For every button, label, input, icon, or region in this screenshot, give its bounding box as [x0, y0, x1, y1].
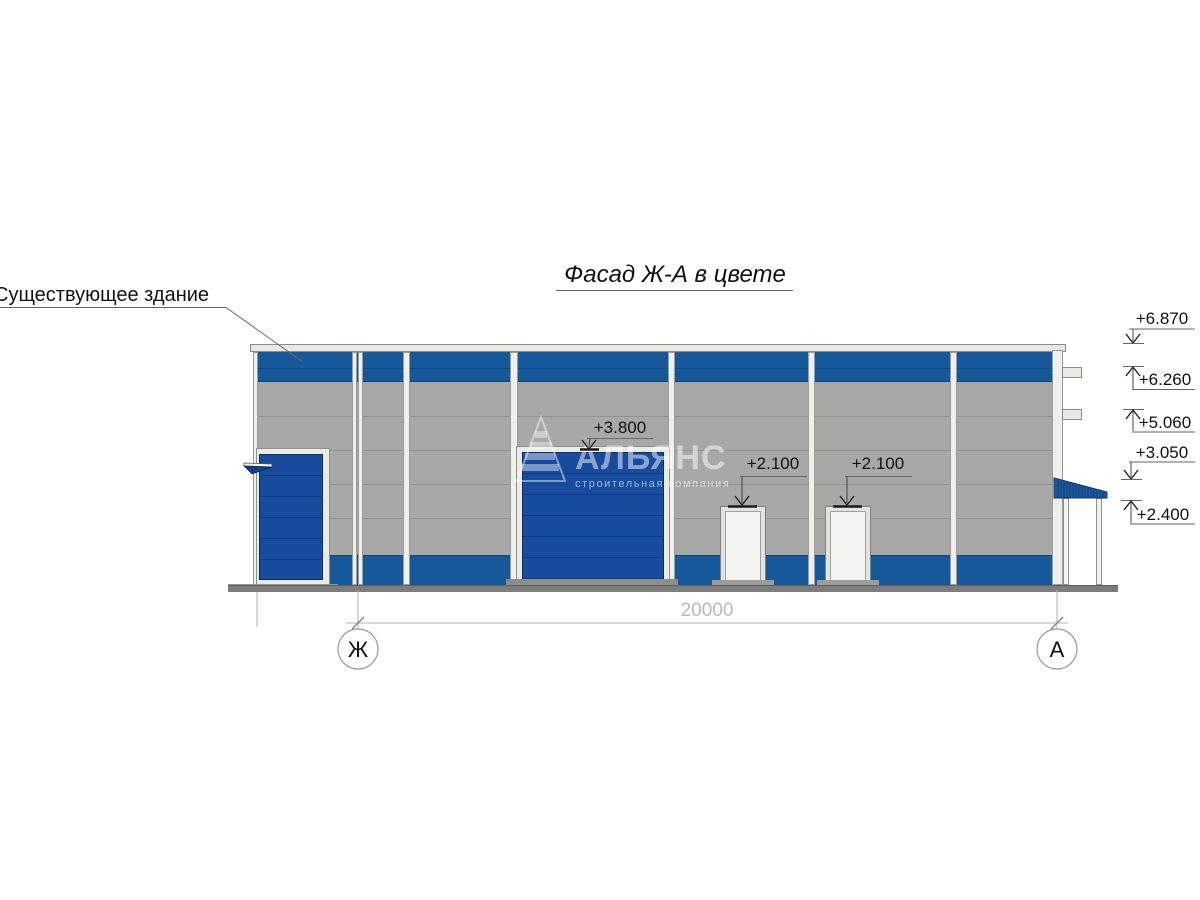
existing-building-callout: Существующее здание	[0, 284, 304, 363]
axis-label-right: А	[1050, 637, 1065, 662]
pilaster	[403, 352, 410, 585]
callout-mid-garage-level: +3.800	[580, 418, 653, 451]
elevation-mark-5060: +5.060	[1123, 409, 1195, 433]
elevation-label: +5.060	[1139, 413, 1191, 432]
entry-door-2	[825, 506, 871, 585]
wall-joint-line	[256, 416, 1062, 417]
elevation-mark-2400: +2.400	[1121, 500, 1195, 525]
drawing-title: Фасад Ж-А в цвете	[564, 261, 786, 288]
elevation-label: +6.870	[1136, 309, 1188, 328]
existing-building-label: Существующее здание	[0, 284, 209, 306]
garage-door-mid	[516, 446, 670, 585]
dimension-value: 20000	[681, 600, 734, 621]
elevation-label: +3.050	[1136, 443, 1188, 462]
elevation-mark-3050: +3.050	[1121, 443, 1195, 480]
threshold-door-1	[712, 580, 774, 586]
garage-door-left	[256, 448, 330, 585]
pilaster	[808, 352, 815, 585]
beam-stub-upper	[1062, 367, 1082, 378]
parapet-cap	[250, 344, 1066, 352]
entry-door-1	[720, 506, 766, 585]
callout-door-1-level: +2.100	[728, 454, 807, 508]
garage-door-left-panel	[259, 454, 323, 580]
garage-door-mid-panel	[522, 452, 664, 580]
callout-door-2-level: +2.100	[833, 454, 912, 508]
door-2-level-text: +2.100	[852, 454, 904, 473]
drawing-title-block: Фасад Ж-А в цвете	[556, 261, 793, 291]
elevation-label: +2.400	[1137, 505, 1189, 524]
top-blue-band	[256, 352, 1062, 382]
elevation-mark-6870: +6.870	[1123, 309, 1195, 344]
mid-garage-level-text: +3.800	[594, 418, 646, 437]
entry-door-2-leaf	[830, 511, 866, 582]
ground-plinth-bar	[228, 585, 1118, 592]
dimension-20000: 20000	[256, 590, 1068, 630]
band-joint-line	[256, 368, 1062, 369]
pilaster-axis-zh-a	[352, 352, 357, 585]
right-corner-column	[1052, 350, 1063, 585]
pilaster	[950, 352, 957, 585]
elevation-label: +6.260	[1139, 370, 1191, 389]
right-canopy	[1053, 477, 1108, 499]
axis-marker-a: А	[1036, 628, 1078, 670]
threshold-mid-garage	[506, 579, 678, 586]
elevation-mark-6260: +6.260	[1123, 366, 1195, 390]
axis-label-left: Ж	[348, 637, 369, 662]
beam-stub-lower	[1062, 409, 1082, 420]
axis-marker-zh: Ж	[337, 628, 379, 670]
left-door-visor	[243, 462, 273, 475]
pilaster-axis-zh-b	[358, 352, 363, 585]
threshold-door-2	[817, 580, 879, 586]
door-1-level-text: +2.100	[747, 454, 799, 473]
entry-door-1-leaf	[725, 511, 761, 582]
